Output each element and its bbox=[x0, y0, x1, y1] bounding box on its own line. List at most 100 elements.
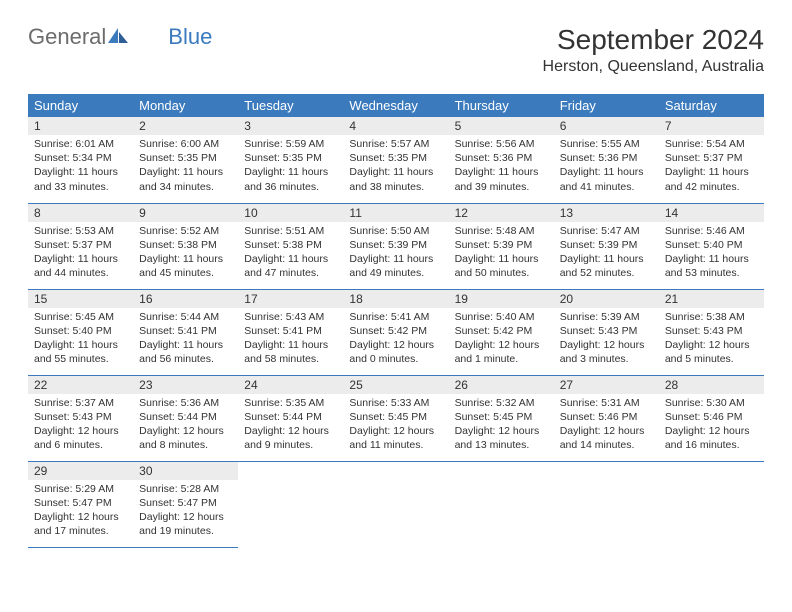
sunrise-text: Sunrise: 5:47 AM bbox=[560, 224, 653, 238]
sunset-text: Sunset: 5:34 PM bbox=[34, 151, 127, 165]
sunrise-text: Sunrise: 5:33 AM bbox=[349, 396, 442, 410]
daylight-text: Daylight: 11 hours and 38 minutes. bbox=[349, 165, 442, 193]
calendar-body: 1Sunrise: 6:01 AMSunset: 5:34 PMDaylight… bbox=[28, 117, 764, 547]
sunrise-text: Sunrise: 5:43 AM bbox=[244, 310, 337, 324]
calendar-cell: 10Sunrise: 5:51 AMSunset: 5:38 PMDayligh… bbox=[238, 203, 343, 289]
day-data: Sunrise: 5:30 AMSunset: 5:46 PMDaylight:… bbox=[659, 394, 764, 457]
logo-text-1: General bbox=[28, 24, 106, 50]
daylight-text: Daylight: 12 hours and 0 minutes. bbox=[349, 338, 442, 366]
day-number: 15 bbox=[28, 290, 133, 308]
calendar-cell: 6Sunrise: 5:55 AMSunset: 5:36 PMDaylight… bbox=[554, 117, 659, 203]
logo: General Blue bbox=[28, 24, 212, 50]
day-data: Sunrise: 5:50 AMSunset: 5:39 PMDaylight:… bbox=[343, 222, 448, 285]
day-number: 14 bbox=[659, 204, 764, 222]
calendar-cell: 3Sunrise: 5:59 AMSunset: 5:35 PMDaylight… bbox=[238, 117, 343, 203]
day-data: Sunrise: 5:38 AMSunset: 5:43 PMDaylight:… bbox=[659, 308, 764, 371]
logo-text-2: Blue bbox=[168, 24, 212, 50]
calendar-cell: 11Sunrise: 5:50 AMSunset: 5:39 PMDayligh… bbox=[343, 203, 448, 289]
calendar-cell: 7Sunrise: 5:54 AMSunset: 5:37 PMDaylight… bbox=[659, 117, 764, 203]
sunset-text: Sunset: 5:47 PM bbox=[34, 496, 127, 510]
calendar-cell: 9Sunrise: 5:52 AMSunset: 5:38 PMDaylight… bbox=[133, 203, 238, 289]
weekday-header: Thursday bbox=[449, 94, 554, 117]
sunrise-text: Sunrise: 5:29 AM bbox=[34, 482, 127, 496]
weekday-header: Tuesday bbox=[238, 94, 343, 117]
calendar-cell: 21Sunrise: 5:38 AMSunset: 5:43 PMDayligh… bbox=[659, 289, 764, 375]
calendar-cell: 15Sunrise: 5:45 AMSunset: 5:40 PMDayligh… bbox=[28, 289, 133, 375]
day-data: Sunrise: 5:47 AMSunset: 5:39 PMDaylight:… bbox=[554, 222, 659, 285]
day-number: 5 bbox=[449, 117, 554, 135]
calendar-cell: 19Sunrise: 5:40 AMSunset: 5:42 PMDayligh… bbox=[449, 289, 554, 375]
calendar-cell bbox=[449, 461, 554, 547]
sunrise-text: Sunrise: 5:41 AM bbox=[349, 310, 442, 324]
day-number: 3 bbox=[238, 117, 343, 135]
sunrise-text: Sunrise: 5:55 AM bbox=[560, 137, 653, 151]
weekday-header: Wednesday bbox=[343, 94, 448, 117]
sunrise-text: Sunrise: 5:51 AM bbox=[244, 224, 337, 238]
day-number: 2 bbox=[133, 117, 238, 135]
day-data: Sunrise: 5:55 AMSunset: 5:36 PMDaylight:… bbox=[554, 135, 659, 198]
calendar-cell bbox=[238, 461, 343, 547]
day-data: Sunrise: 5:43 AMSunset: 5:41 PMDaylight:… bbox=[238, 308, 343, 371]
sunset-text: Sunset: 5:42 PM bbox=[349, 324, 442, 338]
day-data: Sunrise: 6:00 AMSunset: 5:35 PMDaylight:… bbox=[133, 135, 238, 198]
calendar-cell: 14Sunrise: 5:46 AMSunset: 5:40 PMDayligh… bbox=[659, 203, 764, 289]
day-data: Sunrise: 5:52 AMSunset: 5:38 PMDaylight:… bbox=[133, 222, 238, 285]
sunrise-text: Sunrise: 6:01 AM bbox=[34, 137, 127, 151]
sunset-text: Sunset: 5:37 PM bbox=[665, 151, 758, 165]
day-number: 17 bbox=[238, 290, 343, 308]
calendar-cell: 27Sunrise: 5:31 AMSunset: 5:46 PMDayligh… bbox=[554, 375, 659, 461]
sunset-text: Sunset: 5:46 PM bbox=[665, 410, 758, 424]
day-data: Sunrise: 5:33 AMSunset: 5:45 PMDaylight:… bbox=[343, 394, 448, 457]
daylight-text: Daylight: 12 hours and 1 minute. bbox=[455, 338, 548, 366]
sunrise-text: Sunrise: 5:28 AM bbox=[139, 482, 232, 496]
calendar-cell bbox=[343, 461, 448, 547]
day-number: 12 bbox=[449, 204, 554, 222]
day-data: Sunrise: 5:56 AMSunset: 5:36 PMDaylight:… bbox=[449, 135, 554, 198]
day-data: Sunrise: 5:39 AMSunset: 5:43 PMDaylight:… bbox=[554, 308, 659, 371]
title-block: September 2024 Herston, Queensland, Aust… bbox=[543, 24, 764, 76]
day-number: 28 bbox=[659, 376, 764, 394]
daylight-text: Daylight: 12 hours and 13 minutes. bbox=[455, 424, 548, 452]
calendar-row: 15Sunrise: 5:45 AMSunset: 5:40 PMDayligh… bbox=[28, 289, 764, 375]
weekday-header-row: SundayMondayTuesdayWednesdayThursdayFrid… bbox=[28, 94, 764, 117]
day-data: Sunrise: 5:31 AMSunset: 5:46 PMDaylight:… bbox=[554, 394, 659, 457]
sunset-text: Sunset: 5:41 PM bbox=[244, 324, 337, 338]
sunset-text: Sunset: 5:46 PM bbox=[560, 410, 653, 424]
daylight-text: Daylight: 12 hours and 6 minutes. bbox=[34, 424, 127, 452]
day-number: 19 bbox=[449, 290, 554, 308]
daylight-text: Daylight: 11 hours and 47 minutes. bbox=[244, 252, 337, 280]
day-data: Sunrise: 5:51 AMSunset: 5:38 PMDaylight:… bbox=[238, 222, 343, 285]
day-data: Sunrise: 5:36 AMSunset: 5:44 PMDaylight:… bbox=[133, 394, 238, 457]
daylight-text: Daylight: 11 hours and 52 minutes. bbox=[560, 252, 653, 280]
sunrise-text: Sunrise: 5:52 AM bbox=[139, 224, 232, 238]
day-number: 8 bbox=[28, 204, 133, 222]
daylight-text: Daylight: 12 hours and 14 minutes. bbox=[560, 424, 653, 452]
daylight-text: Daylight: 11 hours and 49 minutes. bbox=[349, 252, 442, 280]
day-number: 18 bbox=[343, 290, 448, 308]
daylight-text: Daylight: 11 hours and 42 minutes. bbox=[665, 165, 758, 193]
daylight-text: Daylight: 11 hours and 39 minutes. bbox=[455, 165, 548, 193]
weekday-header: Sunday bbox=[28, 94, 133, 117]
day-data: Sunrise: 5:54 AMSunset: 5:37 PMDaylight:… bbox=[659, 135, 764, 198]
sunset-text: Sunset: 5:40 PM bbox=[665, 238, 758, 252]
daylight-text: Daylight: 12 hours and 16 minutes. bbox=[665, 424, 758, 452]
sunset-text: Sunset: 5:45 PM bbox=[349, 410, 442, 424]
calendar-cell: 22Sunrise: 5:37 AMSunset: 5:43 PMDayligh… bbox=[28, 375, 133, 461]
calendar-cell: 16Sunrise: 5:44 AMSunset: 5:41 PMDayligh… bbox=[133, 289, 238, 375]
day-data: Sunrise: 5:44 AMSunset: 5:41 PMDaylight:… bbox=[133, 308, 238, 371]
sunrise-text: Sunrise: 5:54 AM bbox=[665, 137, 758, 151]
sunset-text: Sunset: 5:44 PM bbox=[139, 410, 232, 424]
calendar-cell: 23Sunrise: 5:36 AMSunset: 5:44 PMDayligh… bbox=[133, 375, 238, 461]
calendar-cell: 17Sunrise: 5:43 AMSunset: 5:41 PMDayligh… bbox=[238, 289, 343, 375]
month-title: September 2024 bbox=[543, 24, 764, 56]
day-data: Sunrise: 5:59 AMSunset: 5:35 PMDaylight:… bbox=[238, 135, 343, 198]
weekday-header: Friday bbox=[554, 94, 659, 117]
calendar-cell: 28Sunrise: 5:30 AMSunset: 5:46 PMDayligh… bbox=[659, 375, 764, 461]
day-number: 9 bbox=[133, 204, 238, 222]
day-data: Sunrise: 5:41 AMSunset: 5:42 PMDaylight:… bbox=[343, 308, 448, 371]
day-number: 20 bbox=[554, 290, 659, 308]
sunrise-text: Sunrise: 5:37 AM bbox=[34, 396, 127, 410]
calendar-cell: 1Sunrise: 6:01 AMSunset: 5:34 PMDaylight… bbox=[28, 117, 133, 203]
calendar-cell: 20Sunrise: 5:39 AMSunset: 5:43 PMDayligh… bbox=[554, 289, 659, 375]
daylight-text: Daylight: 11 hours and 36 minutes. bbox=[244, 165, 337, 193]
